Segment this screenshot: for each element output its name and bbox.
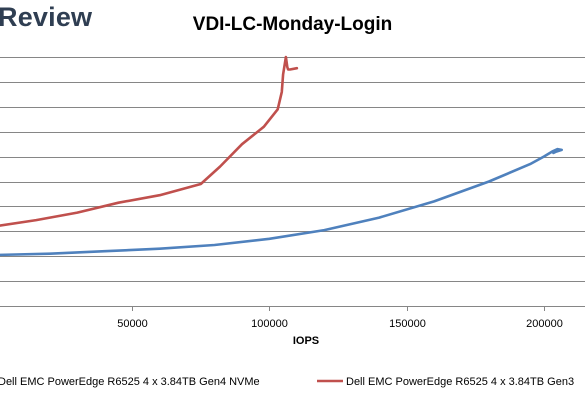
chart-title: VDI-LC-Monday-Login	[192, 14, 393, 35]
legend: Dell EMC PowerEdge R6525 4 x 3.84TB Gen4…	[0, 376, 574, 388]
legend-label-1: Dell EMC PowerEdge R6525 4 x 3.84TB Gen4…	[0, 376, 260, 388]
x-axis-label: IOPS	[292, 335, 320, 347]
x-axis-ticks: 50000 100000 150000 200000	[117, 306, 563, 330]
x-tick-label: 50000	[117, 318, 148, 330]
legend-label-2: Dell EMC PowerEdge R6525 4 x 3.84TB Gen3	[346, 376, 574, 388]
series-lines	[0, 55, 563, 257]
x-tick-label: 200000	[526, 318, 563, 330]
series-line-1	[0, 147, 563, 257]
series-line-2	[0, 55, 299, 227]
x-tick-label: 150000	[389, 318, 426, 330]
brand-logo-text: Review	[0, 2, 93, 32]
x-tick-label: 100000	[251, 318, 288, 330]
gridlines	[0, 57, 585, 307]
